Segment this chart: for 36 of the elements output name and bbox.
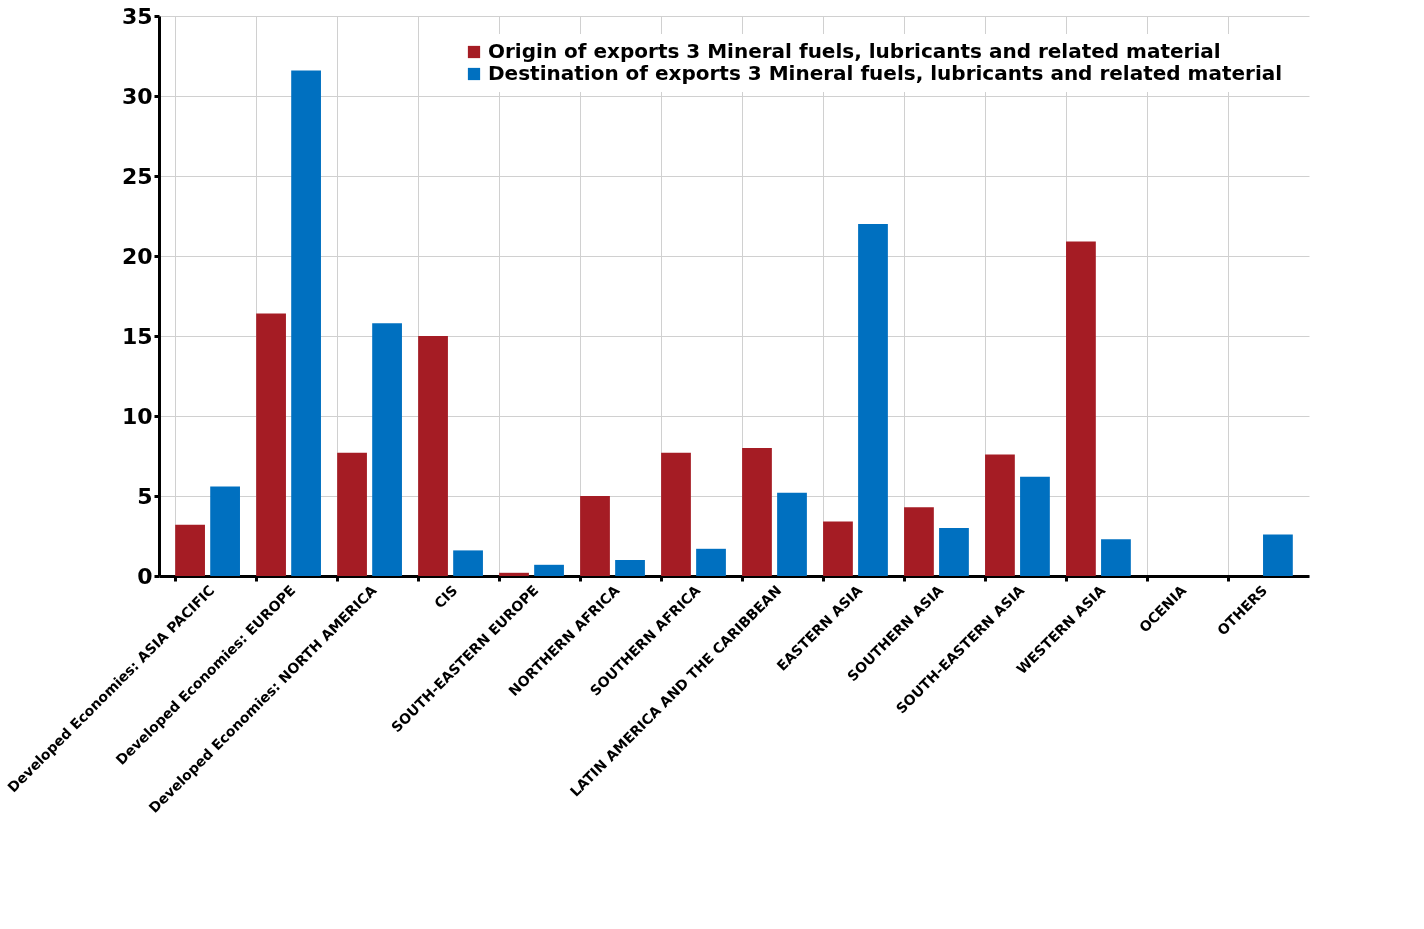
legend-label: Destination of exports 3 Mineral fuels, lubricants and related material [488,61,1283,85]
legend-label: Origin of exports 3 Mineral fuels, lubricants and related material [488,39,1221,63]
bar [337,452,367,576]
bar [499,572,529,576]
bar [904,507,934,576]
y-tick-label: 25 [121,163,153,189]
bar [372,323,402,576]
bar [696,548,726,576]
y-tick-label: 35 [121,3,153,29]
bar [661,452,691,576]
bar [1101,539,1131,576]
bar [939,528,969,576]
bar [777,492,807,576]
y-tick-label: 5 [137,483,153,509]
bar [985,454,1015,576]
y-tick-label: 0 [137,563,153,589]
y-tick-label: 10 [121,403,153,429]
bar [858,224,888,576]
bar [256,313,286,576]
bar [534,564,564,576]
y-tick-label: 20 [121,243,153,269]
bar [823,521,853,576]
bar [418,336,448,576]
y-tick-label: 30 [121,83,153,109]
bar [453,550,483,576]
bar [615,560,645,576]
bar [580,496,610,576]
x-tick-label: CIS [431,582,461,612]
bar [175,524,205,576]
bar [210,486,240,576]
bar [742,448,772,576]
bar [1020,476,1050,576]
bar [1066,241,1096,576]
bar [1263,534,1293,576]
y-tick-label: 15 [121,323,153,349]
bar [291,70,321,576]
